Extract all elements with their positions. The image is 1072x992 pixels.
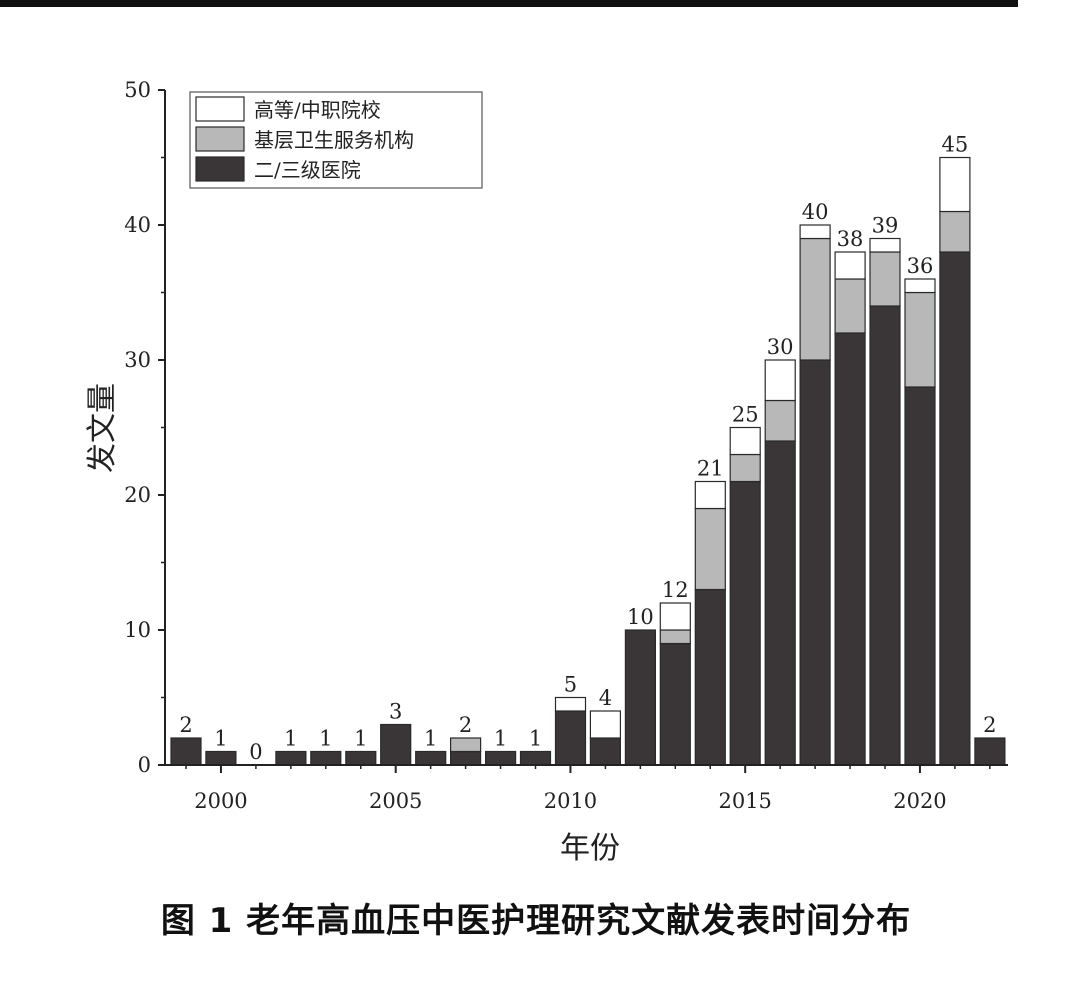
bar-2000-series-0 [205, 750, 237, 766]
legend-swatch-2 [195, 156, 245, 182]
bar-2014-series-1 [694, 507, 726, 591]
x-tick-label-2005: 2005 [369, 789, 422, 813]
bar-2008-series-0 [485, 750, 517, 766]
bar-2019-series-1 [869, 251, 901, 307]
bar-2011-series-2 [589, 710, 622, 739]
total-label-2005: 3 [389, 700, 402, 724]
legend-label-2: 二/三级医院 [254, 158, 361, 182]
total-label-2000: 1 [214, 727, 227, 751]
bar-2006-series-0 [415, 750, 447, 766]
bar-2014-series-2 [694, 480, 726, 510]
bar-2016-series-0 [764, 440, 796, 766]
total-label-2003: 1 [319, 727, 332, 751]
top-rule [0, 0, 1018, 7]
total-label-2010: 5 [564, 673, 577, 697]
bar-2021-series-2 [939, 156, 971, 213]
bar-2017-series-0 [799, 359, 831, 766]
x-tick-label-2010: 2010 [544, 789, 597, 813]
total-label-2022: 2 [983, 713, 996, 737]
bar-2020-series-1 [904, 291, 936, 388]
bar-2018-series-2 [834, 251, 866, 280]
bar-2016-series-2 [764, 359, 796, 402]
bar-2009-series-0 [519, 750, 552, 766]
total-label-2014: 21 [697, 457, 724, 481]
y-axis-label: 发文量 [85, 383, 120, 473]
bar-2018-series-0 [834, 332, 866, 766]
bar-2017-series-1 [799, 237, 831, 361]
bar-2007-series-0 [450, 750, 482, 766]
bar-2003-series-0 [310, 750, 342, 766]
total-label-2007: 2 [459, 713, 472, 737]
legend-label-1: 基层卫生服务机构 [254, 128, 414, 152]
bar-2012-series-0 [624, 629, 657, 766]
total-label-2001: 0 [249, 740, 262, 764]
bar-2007-series-1 [450, 737, 482, 753]
y-tick-label-10: 10 [124, 618, 151, 642]
y-tick-label-20: 20 [124, 483, 151, 507]
bar-2020-series-2 [904, 278, 936, 294]
legend-swatch-0 [195, 96, 245, 122]
total-label-2002: 1 [284, 727, 297, 751]
bar-2017-series-2 [799, 224, 831, 240]
bar-2019-series-0 [869, 305, 901, 766]
total-label-2006: 1 [424, 727, 437, 751]
bar-2019-series-2 [869, 237, 901, 253]
y-tick-label-30: 30 [124, 348, 151, 372]
bar-2004-series-0 [345, 750, 377, 766]
x-tick-label-2000: 2000 [194, 789, 247, 813]
total-label-2019: 39 [872, 214, 899, 238]
bar-2020-series-0 [904, 386, 936, 766]
bar-2021-series-1 [939, 210, 971, 253]
total-label-2004: 1 [354, 727, 367, 751]
bar-2015-series-2 [729, 426, 761, 456]
bar-2011-series-0 [589, 737, 622, 766]
total-label-2012: 10 [627, 605, 654, 629]
y-tick-label-0: 0 [138, 753, 151, 777]
x-axis-label: 年份 [560, 831, 620, 866]
legend-swatch-1 [195, 126, 245, 152]
y-tick-label-50: 50 [124, 78, 151, 102]
total-label-2018: 38 [837, 227, 864, 251]
bar-2014-series-0 [694, 588, 726, 766]
x-tick-label-2020: 2020 [893, 789, 946, 813]
bar-2010-series-0 [554, 710, 587, 766]
bar-2002-series-0 [275, 750, 307, 766]
bar-2018-series-1 [834, 278, 866, 334]
total-label-2008: 1 [494, 727, 507, 751]
bar-2015-series-0 [729, 480, 761, 766]
total-label-2015: 25 [732, 403, 759, 427]
bar-2015-series-1 [729, 453, 761, 483]
total-label-2009: 1 [529, 727, 542, 751]
total-label-2017: 40 [802, 200, 829, 224]
figure-caption: 图 1 老年高血压中医护理研究文献发表时间分布 [160, 901, 912, 941]
bar-2016-series-1 [764, 399, 796, 442]
total-label-2021: 45 [942, 133, 969, 157]
bar-1999-series-0 [170, 737, 202, 766]
total-label-1999: 2 [179, 713, 192, 737]
bar-2005-series-0 [380, 723, 412, 766]
bar-2021-series-0 [939, 251, 971, 766]
total-label-2013: 12 [662, 578, 689, 602]
legend-label-0: 高等/中职院校 [254, 98, 381, 122]
x-tick-label-2015: 2015 [718, 789, 771, 813]
bar-2010-series-2 [554, 696, 587, 712]
total-label-2011: 4 [599, 686, 612, 710]
bar-2013-series-0 [659, 642, 691, 766]
bar-2022-series-0 [974, 737, 1006, 766]
total-label-2020: 36 [907, 254, 934, 278]
bar-2013-series-2 [659, 602, 691, 631]
y-tick-label-40: 40 [124, 213, 151, 237]
bar-2013-series-1 [659, 629, 691, 645]
total-label-2016: 30 [767, 335, 794, 359]
